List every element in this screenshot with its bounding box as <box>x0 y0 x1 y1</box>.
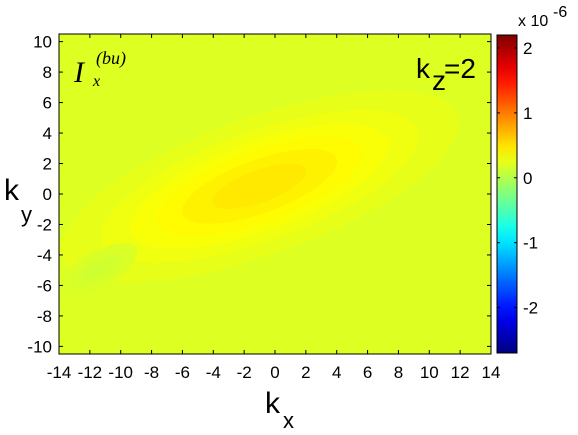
y-axis-label: k y <box>4 174 32 227</box>
y-tick-label: 10 <box>33 33 52 52</box>
x-axis-ticks: -14 -12 -10 -8 -6 -4 -2 0 2 4 6 8 10 12 14 <box>47 34 501 382</box>
colorbar-tick-label: 2 <box>523 39 532 58</box>
x-tick-label: -2 <box>237 363 252 382</box>
colorbar-tick-label: -1 <box>523 234 538 253</box>
y-axis-label-subscript: y <box>21 202 32 227</box>
y-tick-label: 6 <box>43 94 52 113</box>
formula-superscript: (bu) <box>96 48 126 69</box>
y-tick-label: -2 <box>37 215 52 234</box>
x-axis-label-base: k <box>265 387 281 420</box>
y-tick-label: 8 <box>43 63 52 82</box>
kz-label-base: k <box>416 53 431 84</box>
colorbar-multiplier-exponent: -6 <box>553 4 567 21</box>
y-axis-label-base: k <box>4 174 20 207</box>
colorbar-multiplier: x 10 <box>518 13 548 30</box>
y-tick-label: 4 <box>43 124 52 143</box>
y-tick-label: -10 <box>27 337 52 356</box>
x-tick-label: -4 <box>206 363 221 382</box>
formula-label: I x (bu) <box>73 48 126 90</box>
x-tick-label: 6 <box>363 363 372 382</box>
formula-base: I <box>73 56 86 89</box>
colorbar-bar <box>496 34 518 354</box>
kz-label: k z =2 <box>416 53 476 96</box>
contour-fills <box>59 90 459 298</box>
x-tick-label: 12 <box>451 363 470 382</box>
kz-label-subscript: z <box>432 65 446 96</box>
colorbar-tick-label: 0 <box>523 169 532 188</box>
x-tick-label: 10 <box>420 363 439 382</box>
x-tick-label: -12 <box>78 363 103 382</box>
y-tick-label: -8 <box>37 307 52 326</box>
x-tick-label: 14 <box>482 363 501 382</box>
plot-area: -14 -12 -10 -8 -6 -4 -2 0 2 4 6 8 10 12 14 -10 -8 -6 -4 -2… <box>27 33 500 382</box>
y-tick-label: 0 <box>43 185 52 204</box>
contour-blob <box>59 243 138 298</box>
contour-blob <box>60 90 459 283</box>
y-tick-label: -4 <box>37 246 52 265</box>
x-tick-label: 2 <box>301 363 310 382</box>
x-tick-label: -8 <box>144 363 159 382</box>
colorbar-ticks: -2 -1 0 1 2 <box>497 39 538 318</box>
x-tick-label: -14 <box>47 363 72 382</box>
x-tick-label: 4 <box>332 363 341 382</box>
x-tick-label: -6 <box>175 363 190 382</box>
x-axis-label: k x <box>265 387 294 433</box>
x-tick-label: 0 <box>270 363 279 382</box>
contour-level <box>88 263 108 277</box>
x-tick-label: 8 <box>394 363 403 382</box>
y-axis-ticks: -10 -8 -6 -4 -2 0 2 4 6 8 10 <box>27 33 491 356</box>
formula-subscript: x <box>92 73 100 90</box>
kz-label-value: =2 <box>444 53 476 84</box>
colorbar: -2 -1 0 1 2 x 10 -6 <box>496 4 567 354</box>
y-tick-label: -6 <box>37 276 52 295</box>
x-axis-label-subscript: x <box>283 408 294 433</box>
x-tick-label: -10 <box>108 363 133 382</box>
y-tick-label: 2 <box>43 155 52 174</box>
contour-level <box>212 163 307 209</box>
colorbar-tick-label: 1 <box>523 104 532 123</box>
colorbar-tick-label: -2 <box>523 299 538 318</box>
